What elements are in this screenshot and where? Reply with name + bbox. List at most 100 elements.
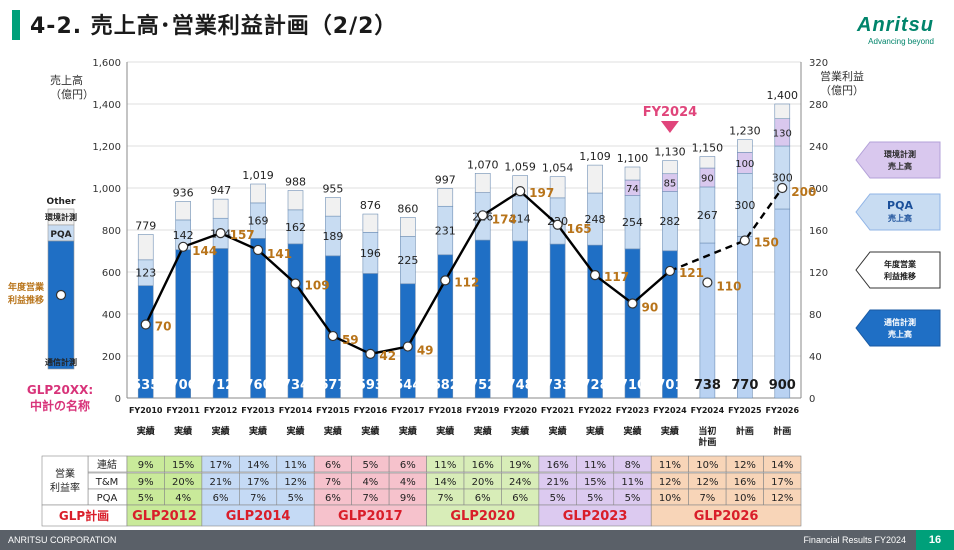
margin-value: 11% (434, 460, 456, 471)
profit-value-label: 157 (230, 228, 255, 242)
page-title: 4-2. 売上高･営業利益計画（2/2） (30, 14, 398, 39)
margin-value: 4% (362, 477, 378, 488)
right-legend-text: 通信計測 (884, 317, 916, 327)
margin-value: 5% (138, 493, 154, 504)
profit-point (290, 278, 301, 289)
margin-value: 17% (771, 477, 793, 488)
comm-value-label: 701 (656, 378, 683, 393)
margin-value: 6% (475, 493, 491, 504)
glp-group-label: GLP2020 (450, 509, 515, 524)
glp-group-cell (650, 504, 802, 527)
margin-row-name: T&M (95, 477, 119, 488)
left-tick-label: 400 (102, 310, 121, 321)
period-status-label: 計画 (698, 436, 716, 448)
profit-value-label: 110 (716, 280, 741, 294)
bar-other-segment (474, 173, 491, 193)
left-tick-label: 600 (102, 268, 121, 279)
fy2024-marker-label: FY2024 (643, 105, 697, 120)
margin-value: 20% (472, 477, 494, 488)
profit-value-label: 197 (529, 186, 554, 200)
pqa-value-label: 300 (734, 199, 755, 212)
pqa-value-label: 254 (622, 216, 643, 229)
title-accent-bar (12, 10, 20, 40)
comm-value-label: 682 (432, 378, 459, 393)
profit-value-label: 90 (642, 301, 659, 315)
margin-value: 6% (400, 460, 416, 471)
margin-value: 7% (362, 493, 378, 504)
period-status-label: 実績 (286, 425, 304, 437)
anritsu-logo: Anritsu Advancing beyond (857, 14, 934, 46)
margin-row-name: PQA (97, 493, 118, 504)
margin-value: 20% (172, 477, 194, 488)
profit-point (215, 228, 226, 239)
profit-value-label: 59 (342, 333, 359, 347)
footer-company: ANRITSU CORPORATION (8, 535, 117, 545)
period-status-label: 計画 (773, 425, 791, 437)
period-status-label: 実績 (137, 425, 155, 437)
margin-value: 14% (434, 477, 456, 488)
right-axis-title: （億円） (820, 84, 864, 97)
profit-point (589, 270, 601, 281)
bar-other-segment (137, 234, 154, 261)
period-status-label: 実績 (511, 425, 529, 437)
margin-value: 17% (209, 460, 231, 471)
bar-other-segment (400, 217, 416, 237)
margin-value: 11% (621, 477, 643, 488)
total-value-label: 1,054 (542, 162, 574, 175)
margin-value: 14% (771, 460, 793, 471)
right-axis-title: 営業利益 (820, 69, 864, 83)
total-value-label: 988 (285, 176, 306, 189)
comm-value-label: 748 (507, 378, 534, 393)
profit-value-label: 165 (567, 222, 592, 236)
margin-value: 9% (138, 477, 154, 488)
period-status-label: 実績 (399, 425, 417, 437)
glp-legend-label: 中計の名称 (30, 398, 90, 413)
comm-value-label: 712 (207, 378, 234, 393)
bar-other-segment (624, 166, 641, 181)
right-legend-text: PQA (887, 199, 913, 212)
x-tick-label: FY2014 (279, 406, 313, 415)
pqa-value-label: 225 (397, 254, 418, 267)
profit-point (440, 275, 451, 286)
comm-value-label: 728 (581, 378, 608, 393)
left-axis-title: 売上高 (50, 73, 83, 87)
margin-value: 19% (509, 460, 531, 471)
period-status-label: 実績 (549, 425, 567, 437)
margin-value: 9% (400, 493, 416, 504)
logo-brand: Anritsu (857, 14, 934, 36)
bar-other-segment (587, 164, 603, 194)
right-legend-text: 売上高 (888, 329, 912, 339)
profit-value-label: 49 (417, 344, 434, 358)
left-tick-label: 1,200 (92, 142, 121, 153)
total-value-label: 1,100 (617, 152, 649, 165)
right-tick-label: 160 (809, 226, 828, 237)
period-status-label: 実績 (212, 425, 230, 437)
legend-profit-label: 利益推移 (7, 294, 44, 306)
profit-value-label: 141 (267, 247, 292, 261)
right-tick-label: 240 (809, 142, 828, 153)
profit-point (627, 298, 638, 309)
margin-value: 7% (437, 493, 453, 504)
margin-value: 6% (512, 493, 528, 504)
profit-point (178, 241, 189, 252)
margin-value: 6% (325, 460, 341, 471)
right-legend-text: 年度営業 (884, 259, 917, 269)
margin-value: 6% (213, 493, 229, 504)
profit-value-label: 200 (791, 185, 816, 199)
logo-tagline: Advancing beyond (868, 37, 934, 46)
period-status-label: 実績 (474, 425, 492, 437)
period-status-label: 実績 (174, 425, 192, 437)
comm-value-label: 710 (619, 378, 646, 393)
profit-value-label: 42 (379, 349, 396, 363)
pqa-value-label: 300 (772, 172, 793, 185)
period-status-label: 計画 (736, 425, 754, 437)
comm-value-label: 544 (394, 378, 421, 393)
x-tick-label: FY2025 (728, 406, 762, 415)
margin-value: 5% (550, 493, 566, 504)
glp-label: GLP計画 (59, 508, 109, 523)
profit-value-label: 109 (305, 279, 330, 293)
total-value-label: 1,150 (692, 142, 724, 155)
x-tick-label: FY2024 (691, 406, 725, 415)
margin-cell (763, 455, 802, 473)
legend-profit-label: 年度営業 (8, 281, 45, 293)
